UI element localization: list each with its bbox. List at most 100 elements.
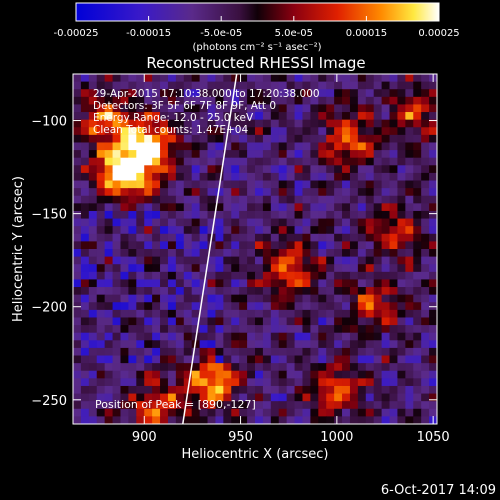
heatmap-cell (104, 188, 114, 197)
heatmap-cell (421, 385, 430, 395)
heatmap-cell (144, 119, 153, 128)
heatmap-cell (334, 119, 343, 128)
heatmap-cell (278, 233, 288, 242)
heatmap-cell (96, 157, 106, 166)
heatmap-cell (104, 89, 114, 98)
heatmap-cell (310, 74, 319, 83)
heatmap-cell (175, 203, 185, 212)
heatmap-cell (128, 195, 137, 204)
heatmap-cell (326, 309, 335, 319)
heatmap-cell (104, 332, 114, 341)
heatmap-cell (389, 302, 399, 311)
heatmap-cell (334, 294, 343, 303)
heatmap-cell (247, 226, 256, 235)
heatmap-cell (199, 256, 209, 265)
heatmap-cell (381, 157, 391, 166)
heatmap-cell (278, 287, 288, 296)
heatmap-cell (262, 256, 272, 265)
heatmap-cell (223, 104, 232, 113)
heatmap-cell (389, 142, 399, 151)
heatmap-cell (239, 119, 248, 128)
heatmap-cell (120, 416, 129, 424)
heatmap-cell (326, 363, 335, 372)
heatmap-cell (381, 119, 391, 128)
heatmap-cell (318, 104, 327, 113)
heatmap-cell (334, 112, 343, 121)
heatmap-cell (413, 226, 422, 235)
heatmap-cell (365, 226, 375, 235)
heatmap-cell (112, 393, 122, 402)
heatmap-cell (160, 81, 169, 90)
heatmap-cell (310, 89, 319, 98)
heatmap-cell (334, 165, 343, 174)
heatmap-cell (381, 378, 391, 387)
heatmap-cell (255, 332, 264, 341)
heatmap-cell (239, 294, 248, 303)
heatmap-cell (255, 150, 264, 159)
heatmap-cell (357, 294, 367, 303)
heatmap-cell (183, 408, 193, 417)
heatmap-cell (334, 279, 343, 288)
heatmap-cell (286, 172, 296, 182)
heatmap-cell (199, 150, 209, 159)
heatmap-cell (421, 74, 430, 83)
heatmap-cell (175, 172, 185, 182)
heatmap-cell (239, 264, 248, 273)
heatmap-cell (278, 218, 288, 227)
heatmap-cell (349, 347, 359, 357)
heatmap-cell (104, 309, 114, 319)
heatmap-cell (167, 195, 177, 204)
heatmap-cell (310, 370, 319, 379)
heatmap-cell (310, 195, 319, 204)
heatmap-cell (247, 271, 256, 281)
heatmap-cell (183, 127, 193, 136)
heatmap-cell (167, 271, 177, 281)
heatmap-cell (286, 195, 296, 204)
heatmap-cell (357, 340, 367, 349)
heatmap-cell (96, 393, 106, 402)
heatmap-cell (349, 256, 359, 265)
heatmap-cell (160, 347, 169, 357)
heatmap-cell (278, 165, 288, 174)
heatmap-cell (112, 81, 122, 90)
heatmap-cell (302, 112, 311, 121)
heatmap-cell (239, 195, 248, 204)
heatmap-cell (152, 393, 161, 402)
heatmap-cell (278, 226, 288, 235)
heatmap-cell (160, 104, 169, 113)
heatmap-cell (397, 340, 406, 349)
heatmap-cell (429, 104, 437, 113)
heatmap-cell (255, 165, 264, 174)
heatmap-cell (231, 119, 240, 128)
heatmap-cell (421, 195, 430, 204)
heatmap-cell (73, 81, 82, 90)
heatmap-cell (397, 157, 406, 166)
heatmap-cell (373, 249, 383, 258)
heatmap-cell (357, 378, 367, 387)
heatmap-cell (381, 309, 391, 319)
heatmap-cell (112, 203, 122, 212)
heatmap-cell (278, 119, 288, 128)
heatmap-cell (373, 332, 383, 341)
heatmap-cell (278, 104, 288, 113)
heatmap-cell (349, 325, 359, 334)
heatmap-cell (421, 294, 430, 303)
heatmap-cell (80, 416, 90, 424)
heatmap-cell (160, 287, 169, 296)
info-line: Detectors: 3F 5F 6F 7F 8F 9F, Att 0 (93, 100, 276, 112)
heatmap-cell (167, 370, 177, 379)
heatmap-cell (175, 340, 185, 349)
heatmap-cell (152, 195, 161, 204)
heatmap-cell (262, 279, 272, 288)
heatmap-cell (429, 226, 437, 235)
heatmap-cell (136, 165, 145, 174)
heatmap-cell (199, 233, 209, 242)
heatmap-cell (318, 112, 327, 121)
heatmap-cell (152, 74, 161, 83)
heatmap-cell (326, 256, 335, 265)
heatmap-cell (160, 180, 169, 189)
heatmap-cell (104, 408, 114, 417)
heatmap-cell (357, 302, 367, 311)
heatmap-cell (334, 416, 343, 424)
heatmap-cell (286, 378, 296, 387)
